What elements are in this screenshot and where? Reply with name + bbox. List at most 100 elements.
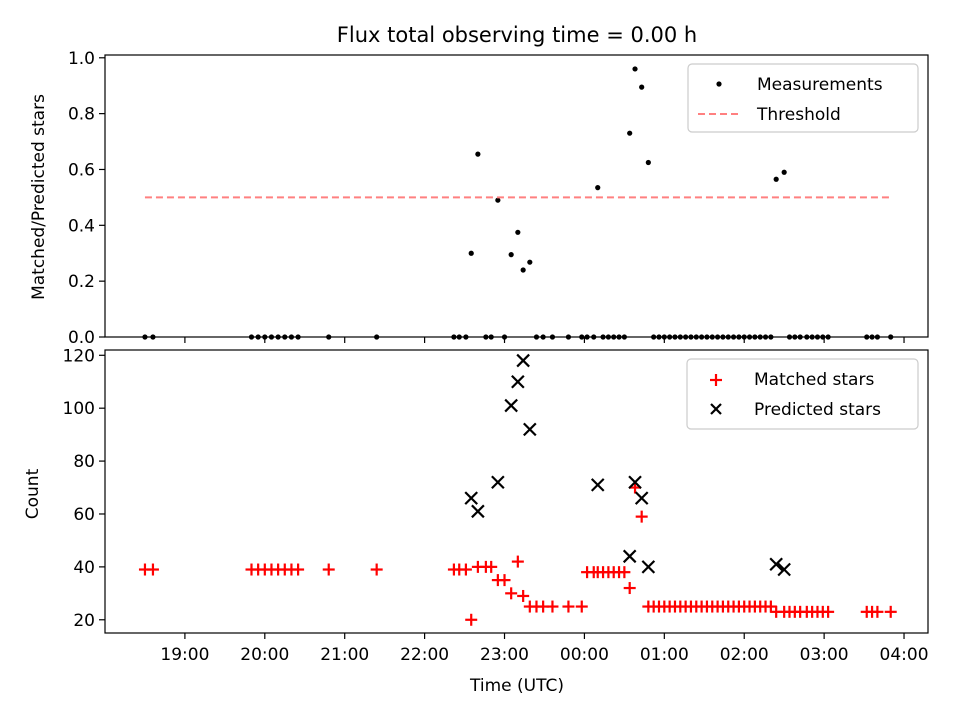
ratio-legend: Measurements Threshold: [687, 63, 919, 133]
count-x-axis: 19:00 20:00 21:00 22:00 23:00 00:00 01:00 02:00…: [160, 633, 929, 665]
measurement-point: [488, 334, 494, 340]
matched-stars-point: [498, 574, 511, 587]
y-tick-label: 120: [63, 346, 95, 366]
legend-matched-label: Matched stars: [754, 370, 874, 390]
legend-measurements-marker: [716, 81, 722, 87]
measurement-point: [741, 334, 747, 340]
figure-title: Flux total observing time = 0.00 h: [337, 23, 697, 47]
measurement-point: [451, 334, 457, 340]
matched-stars-point: [370, 563, 383, 576]
matched-stars-point: [635, 510, 648, 523]
matched-stars-point: [871, 605, 884, 618]
measurement-point: [672, 334, 678, 340]
measurement-point: [295, 334, 301, 340]
count-y-axis: 20 40 60 80 100 120: [63, 346, 105, 631]
ratio-marks: [142, 66, 894, 340]
measurement-point: [786, 334, 793, 340]
measurement-point: [699, 334, 705, 340]
y-tick-label: 0.4: [68, 216, 95, 236]
matched-stars-point: [505, 587, 518, 600]
measurement-point: [275, 334, 281, 340]
y-tick-label: 80: [73, 452, 95, 472]
measurement-point: [869, 334, 875, 340]
measurement-point: [667, 334, 673, 340]
legend-threshold-label: Threshold: [756, 105, 841, 125]
measurement-point: [142, 334, 148, 340]
matched-stars-point: [465, 613, 478, 626]
measurement-point: [515, 229, 521, 235]
count-legend-box: [686, 358, 919, 430]
predicted-stars-point: [622, 549, 637, 564]
y-tick-label: 100: [63, 399, 95, 419]
measurement-point: [475, 151, 481, 157]
ratio-y-axis: 0.0 0.2 0.4 0.6 0.8 1.0: [68, 49, 105, 348]
measurement-point: [527, 259, 533, 265]
x-tick-label: 01:00: [640, 645, 689, 665]
measurement-point: [864, 334, 870, 340]
measurement-point: [730, 334, 737, 340]
y-tick-label: 1.0: [68, 49, 95, 69]
measurement-point: [248, 334, 255, 340]
measurement-point: [595, 185, 601, 191]
measurement-point: [651, 334, 657, 340]
measurement-point: [326, 334, 332, 340]
measurement-point: [661, 334, 667, 340]
measurement-point: [874, 334, 880, 340]
measurement-point: [501, 334, 508, 340]
x-tick-label: 23:00: [480, 645, 529, 665]
predicted-stars-point: [769, 557, 783, 572]
matched-stars-point: [562, 600, 575, 613]
predicted-stars-point: [590, 478, 605, 492]
x-tick-label: 21:00: [320, 645, 369, 665]
measurement-point: [797, 334, 803, 340]
measurement-point: [768, 334, 774, 340]
matched-stars-point: [546, 600, 559, 613]
measurement-point: [762, 334, 769, 340]
predicted-stars-point: [634, 491, 649, 505]
measurement-point: [792, 334, 798, 340]
measurement-point: [627, 130, 633, 136]
matched-stars-point: [146, 563, 159, 576]
predicted-stars-point: [504, 398, 518, 413]
predicted-stars-point: [491, 475, 505, 490]
measurement-point: [150, 334, 156, 340]
measurement-point: [255, 334, 261, 340]
x-tick-label: 04:00: [880, 645, 929, 665]
x-tick-label: 03:00: [800, 645, 849, 665]
measurement-point: [282, 334, 288, 340]
measurement-point: [639, 84, 645, 90]
predicted-stars-point: [523, 422, 537, 437]
y-tick-label: 40: [73, 558, 95, 578]
measurement-point: [611, 334, 617, 340]
x-tick-label: 20:00: [240, 645, 289, 665]
count-x-axis-label: Time (UTC): [469, 676, 564, 696]
measurement-point: [693, 334, 699, 340]
measurement-point: [709, 334, 715, 340]
measurement-point: [704, 334, 710, 340]
measurement-point: [720, 334, 726, 340]
x-tick-label: 22:00: [400, 645, 449, 665]
predicted-stars-point: [641, 560, 656, 574]
measurement-point: [804, 334, 810, 340]
matched-stars-point: [292, 563, 305, 576]
measurement-point: [605, 334, 611, 340]
measurement-point: [688, 334, 694, 340]
measurement-point: [268, 334, 275, 340]
count-legend: Matched stars Predicted stars: [686, 358, 919, 430]
measurement-point: [533, 334, 540, 340]
matched-stars-point: [822, 605, 835, 618]
legend-predicted-marker: [710, 403, 722, 415]
measurement-point: [565, 334, 572, 340]
measurement-point: [725, 334, 731, 340]
predicted-stars-point: [777, 562, 791, 577]
ratio-legend-box: [687, 63, 919, 133]
count-panel: 20 40 60 80 100 120 19:00 20:00 21:00 22:00 23:00…: [23, 346, 929, 696]
x-tick-label: 02:00: [720, 645, 769, 665]
y-tick-label: 0.2: [68, 272, 95, 292]
measurement-point: [714, 334, 721, 340]
matched-stars-point: [511, 555, 524, 568]
measurement-point: [468, 250, 474, 256]
matched-stars-point: [459, 563, 472, 576]
measurement-point: [600, 334, 606, 340]
measurement-point: [820, 334, 826, 340]
